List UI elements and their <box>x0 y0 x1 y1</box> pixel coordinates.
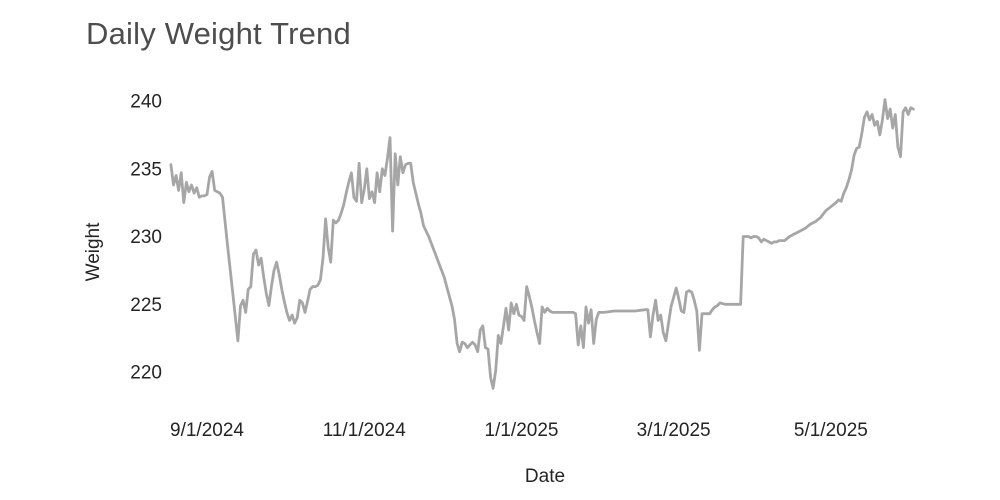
y-tick-label: 220 <box>130 363 162 384</box>
y-tick-label: 240 <box>130 92 162 113</box>
weight-series-line <box>169 98 915 390</box>
x-tick-label: 5/1/2025 <box>794 420 868 441</box>
y-tick-label: 225 <box>130 295 162 316</box>
x-tick-label: 11/1/2024 <box>323 420 407 441</box>
x-tick-label: 1/1/2025 <box>485 420 559 441</box>
chart-title: Daily Weight Trend <box>86 16 351 51</box>
y-tick-label: 230 <box>130 227 162 248</box>
x-axis-title: Date <box>524 466 566 487</box>
x-tick-label: 3/1/2025 <box>637 420 711 441</box>
y-tick-label: 235 <box>130 159 162 180</box>
x-tick-label: 9/1/2024 <box>170 420 244 441</box>
